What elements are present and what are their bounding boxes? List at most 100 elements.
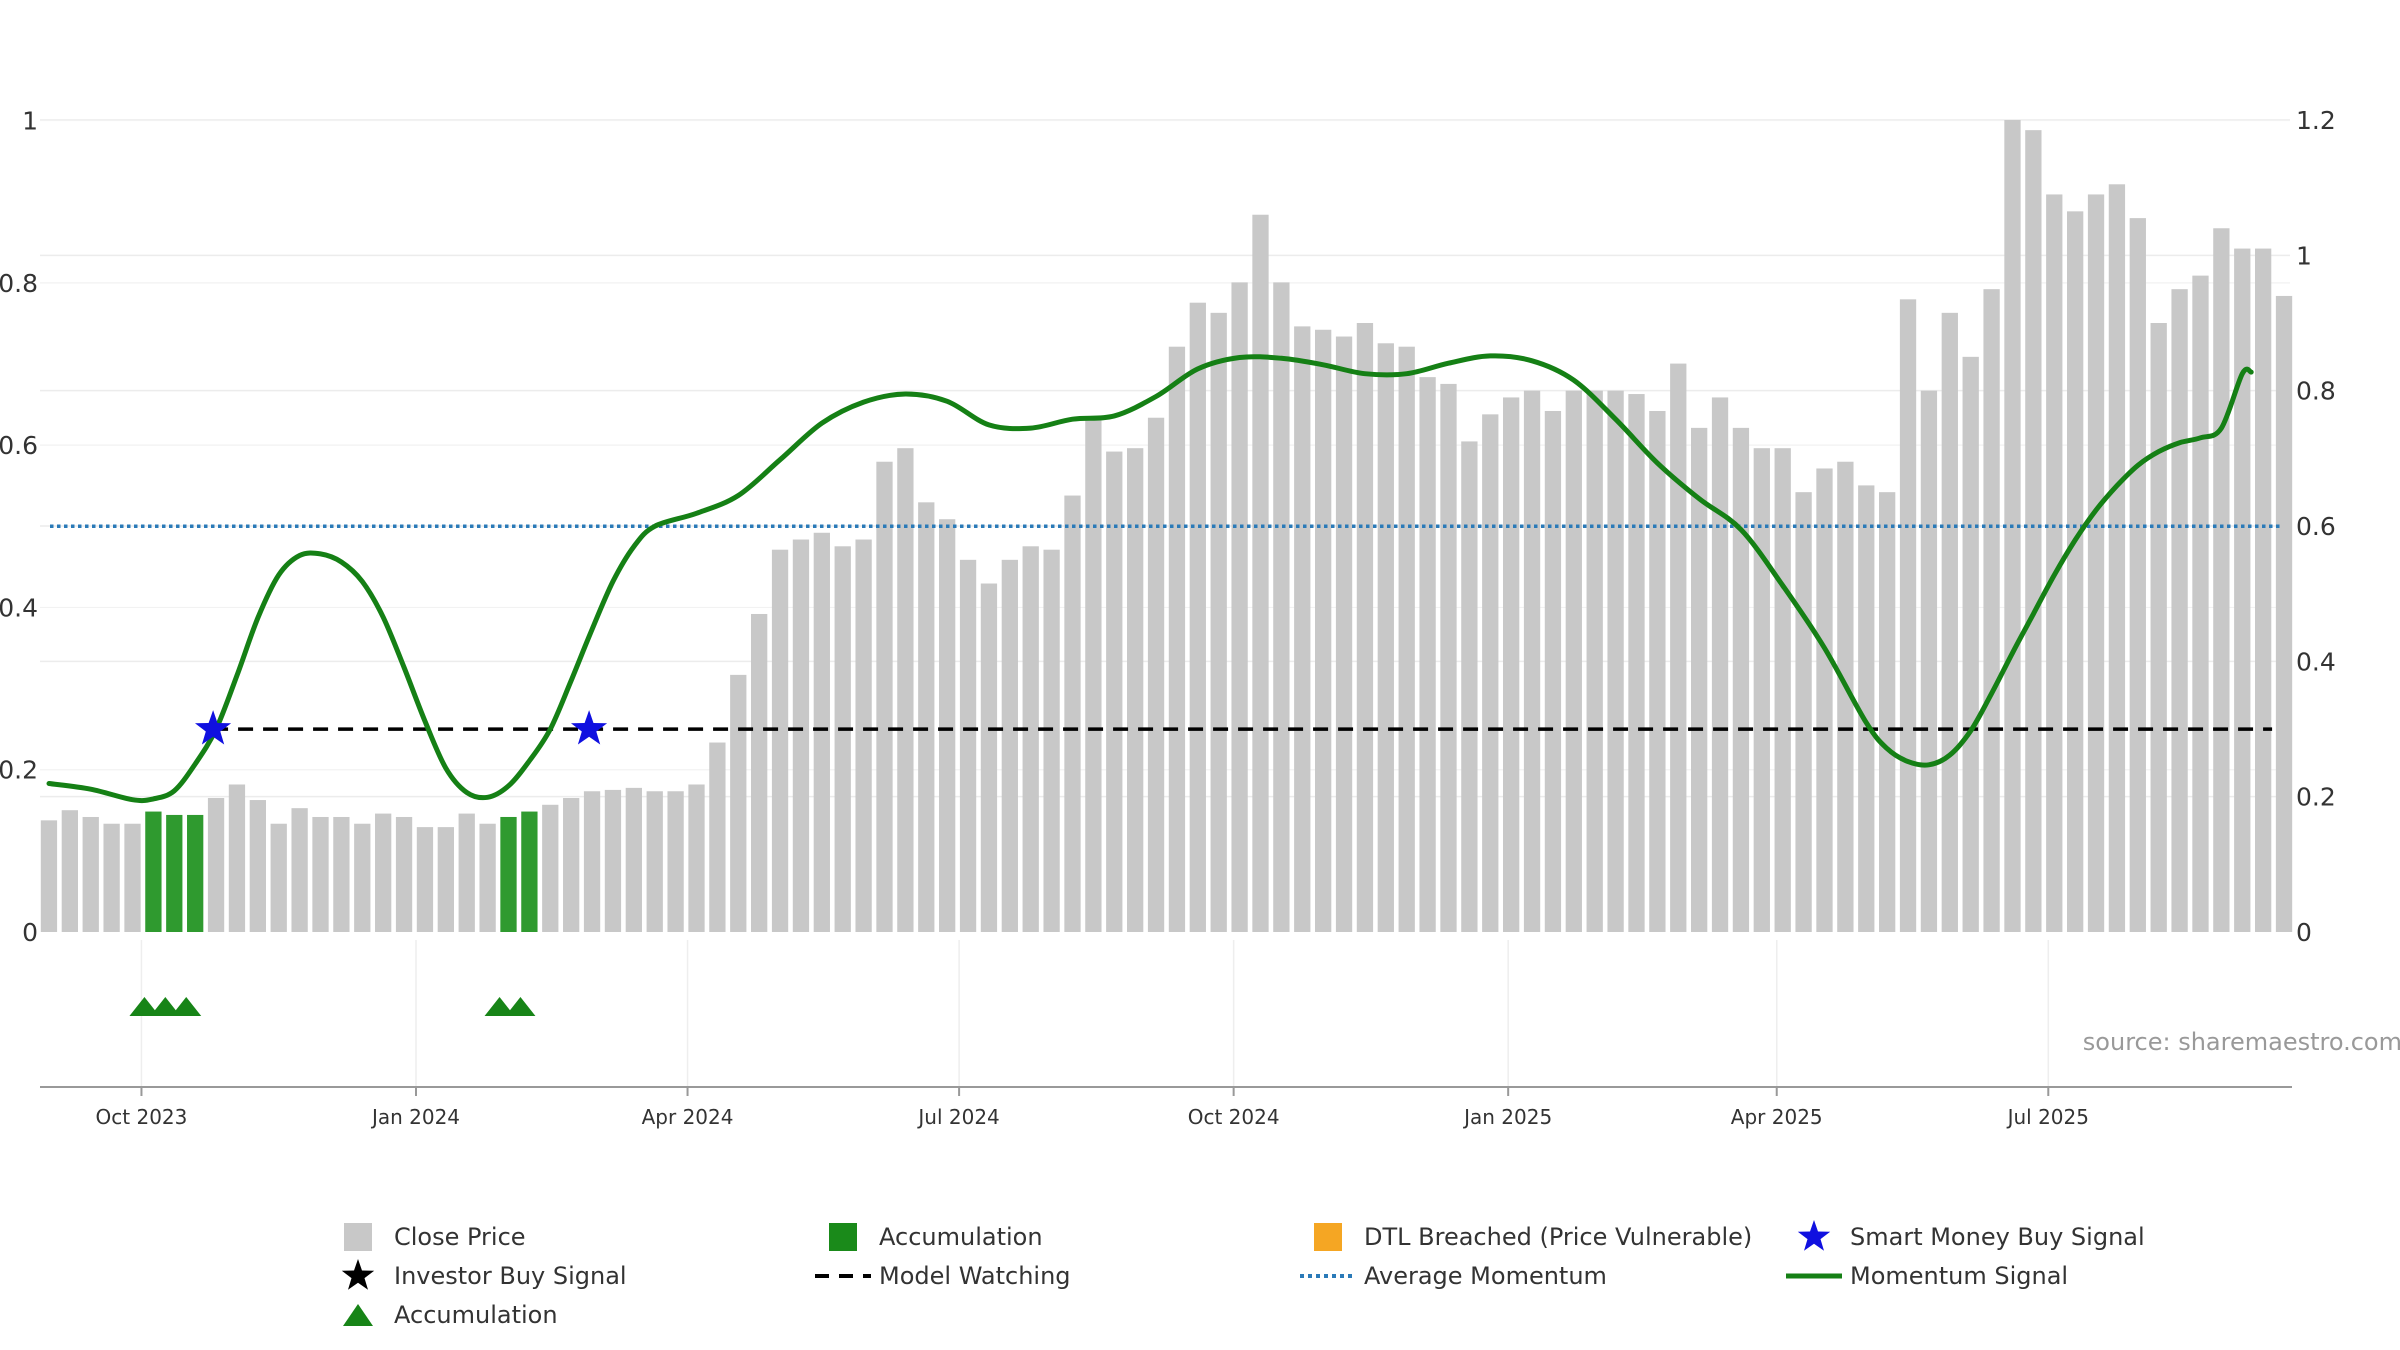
x-axis-ticks: Oct 2023 Jan 2024 Apr 2024 Jul 2024 Oct 2024… — [96, 1087, 2089, 1129]
close-price-bar — [1649, 410, 1666, 932]
close-price-bar — [2129, 218, 2146, 932]
legend-item-model-watching: Model Watching — [815, 1259, 1071, 1293]
accumulation-triangle — [171, 997, 202, 1016]
close-price-bar — [1962, 356, 1979, 932]
legend-label: Close Price — [394, 1223, 526, 1251]
square-green-icon — [815, 1220, 871, 1254]
close-price-bar — [542, 804, 559, 932]
accumulation-triangle — [150, 997, 181, 1016]
close-price-bar — [1858, 485, 1875, 932]
close-price-bar — [1732, 427, 1750, 932]
close-price-bar — [458, 813, 475, 932]
close-price-bar — [1607, 390, 1624, 933]
accumulation-markers — [129, 997, 536, 1016]
close-price-bar — [2171, 289, 2188, 933]
close-price-bar — [1628, 394, 1645, 932]
close-price-bar — [855, 539, 872, 932]
square-orange-icon — [1300, 1220, 1356, 1254]
right-tick-label: 0.8 — [2296, 377, 2336, 406]
close-price-bar — [2025, 130, 2042, 932]
close-price-bar — [1419, 377, 1436, 933]
close-price-bar — [2066, 211, 2084, 933]
legend-item-dtl-breached: DTL Breached (Price Vulnerable) — [1300, 1220, 1752, 1254]
left-tick-label: 0.4 — [0, 593, 38, 622]
right-tick-label: 0.6 — [2296, 512, 2336, 541]
dashed-line-icon — [815, 1259, 871, 1293]
close-price-bar — [1231, 282, 1248, 932]
close-price-bar — [980, 583, 998, 932]
accumulation-bar — [521, 811, 538, 932]
close-price-bar — [1523, 390, 1541, 933]
close-price-bar — [667, 791, 684, 932]
close-price-bar — [1252, 214, 1269, 932]
chart-canvas: 0 0.2 0.4 0.6 0.8 1 0 0.2 0.4 0.6 0.8 1 1.2 Oct 202… — [0, 106, 2400, 1129]
triangle-green-icon — [330, 1298, 386, 1332]
close-price-bar — [1022, 546, 1039, 932]
square-grey-icon — [330, 1220, 386, 1254]
close-price-bar — [1482, 414, 1499, 933]
source-label: source: sharemaestro.com — [2083, 1028, 2400, 1056]
close-price-bar — [1544, 410, 1562, 932]
close-price-bar — [103, 823, 120, 932]
close-price-bar — [2108, 184, 2126, 933]
x-tick-label: Jul 2024 — [916, 1105, 999, 1129]
legend-item-investor: Investor Buy Signal — [330, 1259, 627, 1293]
close-price-bar — [416, 827, 434, 932]
momentum-signal — [46, 353, 2254, 804]
close-price-bar — [813, 532, 830, 932]
close-price-bar — [312, 816, 329, 932]
dotted-line-icon — [1300, 1259, 1356, 1293]
close-price-bar — [375, 813, 392, 932]
accumulation-bar — [187, 814, 204, 932]
close-price-bar — [270, 823, 287, 932]
close-price-bar — [792, 539, 810, 932]
close-price-bar — [583, 791, 601, 932]
smart-money-buy-star — [195, 710, 232, 745]
close-price-bar — [1001, 559, 1018, 932]
x-tick-label: Jan 2024 — [370, 1105, 460, 1129]
close-price-bar — [2087, 194, 2105, 932]
close-price-bar — [1565, 390, 1582, 933]
close-price-bar — [1670, 363, 1687, 933]
close-price-bar — [1899, 299, 1917, 933]
close-price-bar — [1816, 468, 1833, 932]
legend-item-average-momentum: Average Momentum — [1300, 1259, 1607, 1293]
close-price-bar — [771, 549, 789, 932]
close-price-bar — [1335, 336, 1353, 932]
close-price-bar — [959, 559, 977, 932]
close-price-bar — [437, 827, 454, 932]
close-price-bar — [1294, 326, 1311, 933]
legend-label: Momentum Signal — [1850, 1262, 2069, 1290]
legend-label: Accumulation — [879, 1223, 1043, 1251]
close-price-bar — [1377, 343, 1394, 932]
close-price-bar — [1837, 461, 1854, 932]
accumulation-bar — [500, 816, 517, 932]
close-price-bar — [61, 810, 78, 932]
legend-label: Model Watching — [879, 1262, 1071, 1290]
x-tick-label: Oct 2024 — [1188, 1105, 1280, 1129]
close-price-bar — [563, 798, 580, 932]
close-price-bar — [1920, 390, 1938, 933]
close-price-bar — [1711, 397, 1729, 932]
accumulation-triangle — [129, 997, 160, 1016]
right-tick-label: 0 — [2296, 918, 2312, 947]
close-price-bar — [82, 816, 99, 932]
close-price-bar — [1503, 397, 1520, 932]
legend-label: Smart Money Buy Signal — [1850, 1223, 2145, 1251]
left-tick-label: 0.2 — [0, 756, 38, 785]
close-price-bar — [1147, 417, 1165, 932]
legend-label: Investor Buy Signal — [394, 1262, 627, 1290]
close-price-bar — [876, 461, 893, 932]
close-price-bar — [688, 784, 705, 932]
close-price-bar — [479, 823, 496, 932]
close-price-bar — [646, 791, 663, 932]
close-price-bar — [1043, 549, 1060, 932]
left-axis-ticks: 0 0.2 0.4 0.6 0.8 1 — [0, 107, 38, 947]
legend-label: Average Momentum — [1364, 1262, 1607, 1290]
close-price-bar — [751, 613, 768, 932]
star-blue-icon — [1786, 1220, 1842, 1254]
close-price-bar — [1315, 329, 1332, 932]
close-price-bar — [1168, 346, 1186, 932]
close-price-bar — [2192, 275, 2209, 933]
